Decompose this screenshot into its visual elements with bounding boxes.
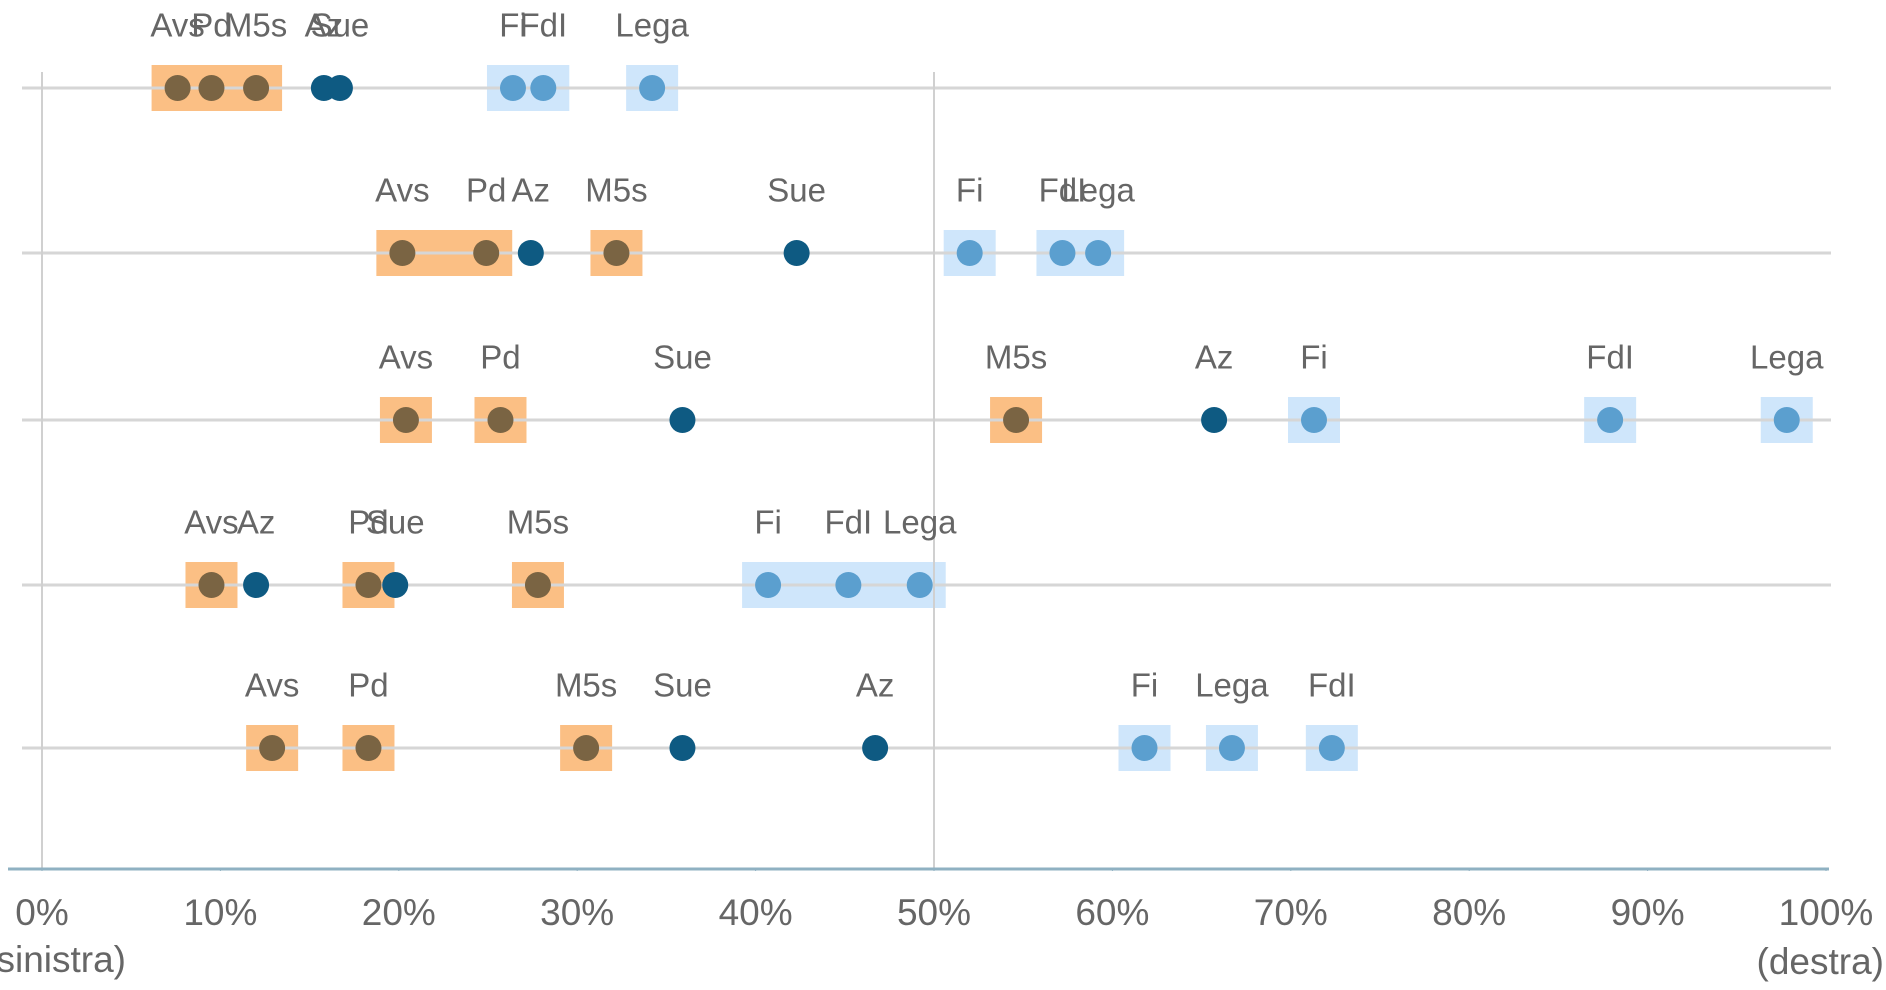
dot: [1300, 407, 1327, 433]
point-label: Pd: [191, 7, 231, 44]
point-label: Pd: [466, 172, 506, 209]
point-label: Fi: [499, 7, 527, 44]
dot: [783, 240, 810, 266]
dot: [1218, 735, 1245, 761]
dot: [198, 572, 225, 598]
point-label: Pd: [348, 504, 388, 541]
dot: [499, 75, 526, 101]
right-label: (destra): [1757, 941, 1884, 982]
dot: [389, 240, 416, 266]
x-tick-label: 90%: [1611, 892, 1685, 933]
point-label: Lega: [1750, 339, 1824, 376]
x-tick-label: 20%: [362, 892, 436, 933]
x-tick-label: 70%: [1254, 892, 1328, 933]
dot: [1049, 240, 1076, 266]
point-label: Avs: [184, 504, 238, 541]
dot: [1318, 735, 1345, 761]
point-label: Sue: [653, 339, 712, 376]
point-label: Sue: [366, 504, 425, 541]
x-tick-label: 100%: [1779, 892, 1874, 933]
dot: [1131, 735, 1158, 761]
point-label: Az: [856, 667, 895, 704]
dot: [1003, 407, 1030, 433]
dot: [1597, 407, 1624, 433]
point-label: Avs: [379, 339, 433, 376]
x-tick-label: 10%: [183, 892, 257, 933]
dot: [835, 572, 862, 598]
dot: [355, 735, 382, 761]
dot: [355, 572, 382, 598]
dot: [243, 75, 270, 101]
point-label: FdI: [519, 7, 567, 44]
point-label: FdI: [1039, 172, 1087, 209]
point-label: Avs: [245, 667, 299, 704]
point-label: Az: [305, 7, 344, 44]
point-label: Lega: [883, 504, 957, 541]
point-label: Fi: [1300, 339, 1328, 376]
dot: [392, 407, 419, 433]
point-label: Fi: [1131, 667, 1159, 704]
point-label: Az: [237, 504, 276, 541]
point-label: Avs: [375, 172, 429, 209]
dot: [382, 572, 409, 598]
x-tick-label: 50%: [897, 892, 971, 933]
dot: [669, 407, 696, 433]
left-label: (sinistra): [0, 939, 126, 980]
point-label: M5s: [985, 339, 1047, 376]
dot: [669, 735, 696, 761]
dot: [259, 735, 286, 761]
point-label: FdI: [1308, 667, 1356, 704]
dots: [164, 75, 1800, 761]
dot: [326, 75, 353, 101]
point-label: Fi: [754, 504, 782, 541]
dot: [473, 240, 500, 266]
dot: [956, 240, 983, 266]
point-label: Sue: [653, 667, 712, 704]
point-label: M5s: [555, 667, 617, 704]
point-label: Pd: [348, 667, 388, 704]
point-label: Lega: [1061, 172, 1135, 209]
point-label: Lega: [1195, 667, 1269, 704]
point-label: Pd: [480, 339, 520, 376]
dot: [198, 75, 225, 101]
labels: 0% 10% 20% 30% 40% 50% 60% 70% 80% 90% 100% (sinist…: [0, 7, 1884, 982]
x-tick-label: 80%: [1432, 892, 1506, 933]
point-label: Sue: [311, 7, 370, 44]
point-label: M5s: [507, 504, 569, 541]
x-tick-label: 30%: [540, 892, 614, 933]
dot: [517, 240, 544, 266]
dot: [1773, 407, 1800, 433]
dot: [164, 75, 191, 101]
dot: [603, 240, 630, 266]
point-label: M5s: [225, 7, 287, 44]
dot: [639, 75, 666, 101]
dot: [1201, 407, 1228, 433]
dot: [573, 735, 600, 761]
x-tick-label: 40%: [719, 892, 793, 933]
dot: [524, 572, 551, 598]
point-label: FdI: [1586, 339, 1634, 376]
dot: [530, 75, 557, 101]
dot: [906, 572, 933, 598]
point-label: Sue: [767, 172, 826, 209]
dot: [1085, 240, 1112, 266]
point-label: Lega: [615, 7, 689, 44]
dot: [243, 572, 270, 598]
point-label: Fi: [956, 172, 984, 209]
dot: [862, 735, 889, 761]
x-tick-label: 0%: [15, 892, 68, 933]
dot: [487, 407, 514, 433]
point-label: Az: [1195, 339, 1234, 376]
dot: [755, 572, 782, 598]
point-label: M5s: [585, 172, 647, 209]
point-label: Avs: [150, 7, 204, 44]
x-tick-label: 60%: [1075, 892, 1149, 933]
point-label: Az: [512, 172, 551, 209]
point-label: FdI: [825, 504, 873, 541]
